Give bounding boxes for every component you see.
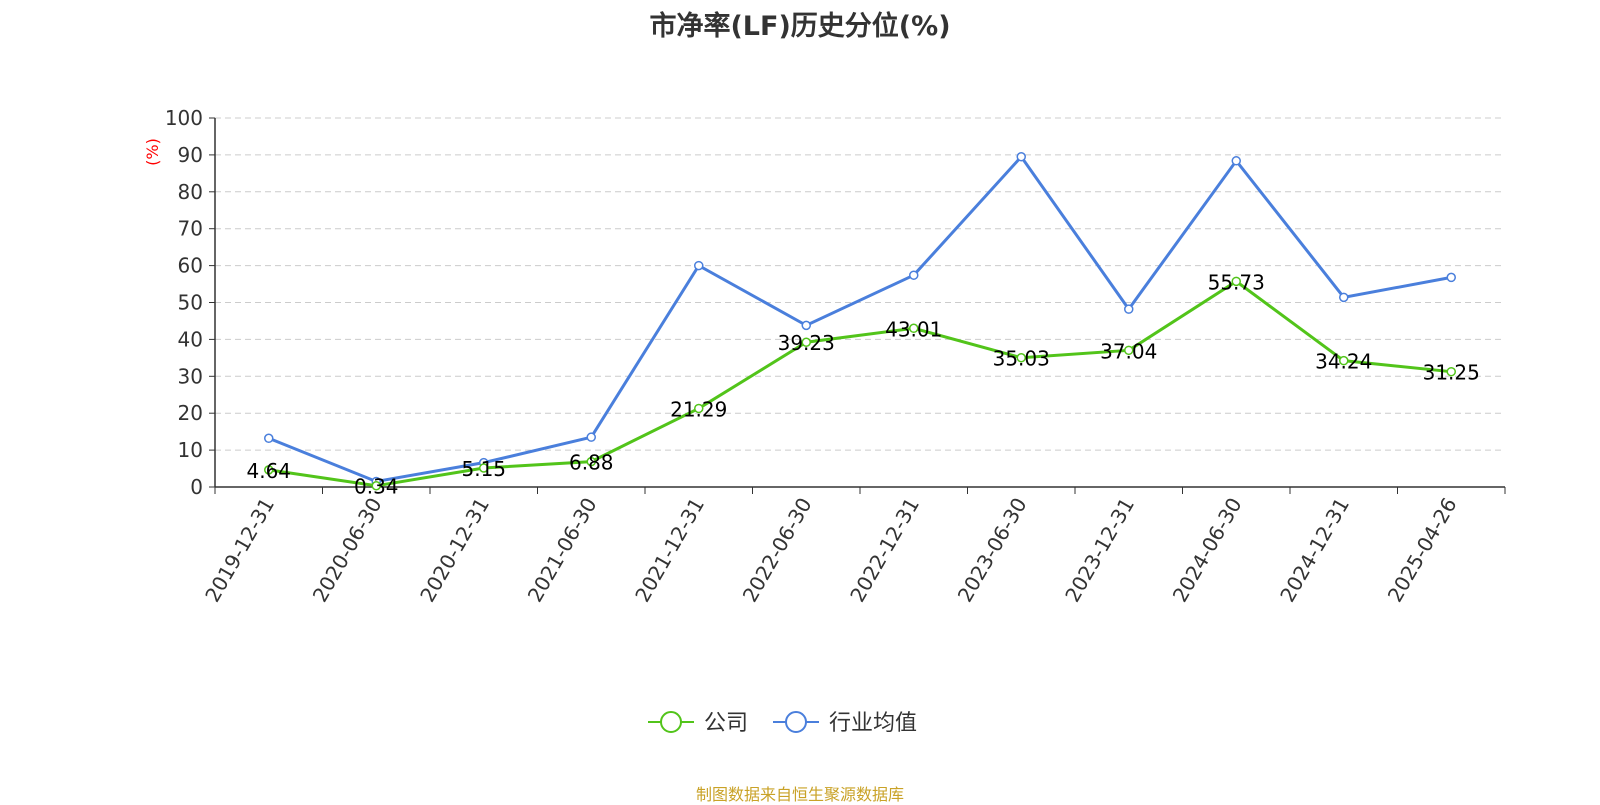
y-tick-label: 10 (178, 438, 203, 462)
data-point (694, 403, 704, 414)
data-point (479, 463, 489, 473)
y-tick-label: 60 (178, 254, 203, 278)
data-point (801, 320, 811, 331)
y-tick-label: 100 (165, 106, 203, 130)
data-point (1124, 345, 1134, 356)
x-tick-label: 2024-06-30 (1168, 494, 1247, 607)
data-label: 34.24 (1315, 350, 1372, 374)
data-point (1016, 352, 1026, 363)
data-label: 5.15 (461, 457, 506, 481)
y-tick-label: 50 (178, 291, 203, 315)
x-tick-label: 2019-12-31 (200, 494, 279, 607)
x-tick-label: 2020-12-31 (415, 494, 494, 607)
data-point (1016, 151, 1026, 162)
data-point (1339, 355, 1349, 366)
x-tick-label: 2021-06-30 (523, 494, 602, 607)
source-note: 制图数据来自恒生聚源数据库 (695, 785, 904, 804)
data-labels: 4.64 0.34 5.15 6.88 21.29 39.23 43.01 35.03 37.0… (246, 270, 1479, 498)
legend: 公司 行业均值 (648, 711, 917, 736)
y-tick-label: 90 (178, 143, 203, 167)
y-axis-label: (%) (143, 138, 162, 166)
y-tick-label: 70 (178, 217, 203, 241)
y-tick-label: 40 (178, 327, 203, 351)
chart-title: 市净率(LF)历史分位(%) (649, 11, 951, 42)
data-point (909, 323, 919, 334)
data-point (586, 432, 596, 442)
series-lines (264, 151, 1456, 491)
data-label: 0.34 (354, 475, 399, 499)
data-label: 43.01 (885, 317, 942, 341)
grid-lines (215, 117, 1505, 451)
data-label: 55.73 (1208, 270, 1265, 294)
data-point (694, 260, 704, 271)
data-point (1446, 272, 1456, 283)
data-label: 39.23 (778, 331, 835, 355)
data-point (909, 270, 919, 280)
legend-entry-1: 行业均值 (829, 711, 917, 736)
data-point (1124, 304, 1134, 314)
series-line-1 (268, 154, 1452, 484)
x-tick-label: 2020-06-30 (308, 494, 387, 607)
y-tick-label: 30 (178, 364, 203, 388)
legend-entry-0: 公司 (704, 711, 748, 736)
legend-marker-0 (660, 711, 682, 733)
data-label: 35.03 (993, 347, 1050, 371)
x-tick-label: 2022-12-31 (845, 494, 924, 607)
data-point (1446, 366, 1456, 377)
data-point (1231, 276, 1241, 287)
legend-marker-1 (785, 711, 807, 733)
x-tick-label: 2023-12-31 (1060, 494, 1139, 607)
series-line-0 (268, 279, 1452, 488)
data-point (371, 480, 381, 491)
x-tick-label: 2024-12-31 (1275, 494, 1354, 607)
x-tick-label: 2023-06-30 (953, 494, 1032, 607)
axes: 0 10 20 30 40 50 60 70 80 90 100(%) 2019-12-31 2020-… (143, 106, 1506, 607)
x-tick-label: 2025-04-26 (1383, 494, 1462, 607)
data-point (264, 433, 274, 444)
data-label: 6.88 (569, 451, 614, 475)
y-tick-label: 0 (190, 475, 203, 499)
data-label: 4.64 (246, 459, 291, 483)
y-tick-label: 20 (178, 401, 203, 425)
data-point (1231, 156, 1241, 166)
data-point (801, 337, 811, 347)
x-tick-label: 2021-12-31 (630, 494, 709, 607)
data-point (264, 465, 274, 475)
data-point (586, 456, 596, 467)
data-label: 37.04 (1100, 339, 1157, 363)
x-tick-label: 2022-06-30 (738, 494, 817, 607)
y-tick-label: 80 (178, 180, 203, 204)
data-point (1339, 292, 1349, 303)
data-label: 21.29 (670, 397, 727, 421)
data-label: 31.25 (1423, 361, 1480, 385)
